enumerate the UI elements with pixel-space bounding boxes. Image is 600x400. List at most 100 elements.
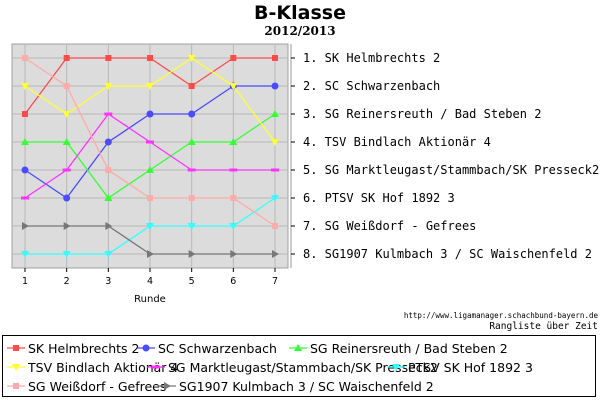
data-point (146, 140, 154, 144)
data-point (271, 82, 279, 90)
data-point (187, 55, 196, 62)
legend-item: SG Reinersreuth / Bad Steben 2 (289, 338, 508, 358)
x-axis-label: Runde (134, 294, 166, 305)
legend-label: SK Helmbrechts 2 (28, 340, 140, 356)
data-point (230, 195, 237, 201)
data-point (187, 138, 196, 145)
legend-item: SK Helmbrechts 2 (7, 338, 139, 358)
data-point (188, 195, 195, 201)
data-point (62, 251, 71, 258)
data-point (62, 168, 71, 172)
data-point (22, 55, 28, 61)
data-point (188, 83, 195, 89)
y-tick-label: 8. SG1907 Kulmbach 3 / SC Waischenfeld 2 (303, 247, 592, 261)
legend-marker (158, 382, 176, 390)
x-tick-label: 7 (272, 276, 278, 287)
chart-title: B-Klasse (254, 2, 346, 24)
legend-marker-shape (294, 344, 302, 351)
data-point (229, 83, 238, 90)
data-point (146, 223, 154, 230)
data-point (146, 83, 154, 90)
legend-item: SG Weißdorf - Gefrees (7, 376, 166, 396)
y-tick-label: 5. SG Marktleugast/Stammbach/SK Presseck… (303, 163, 599, 177)
data-point (21, 251, 29, 258)
data-point (63, 83, 70, 89)
data-point (63, 55, 70, 61)
legend-label: SG Marktleugast/Stammbach/SK Presseck2 (168, 359, 438, 375)
legend-marker-shape (164, 382, 171, 390)
y-tick-label: 6. PTSV SK Hof 1892 3 (303, 191, 455, 205)
legend-marker-shape (152, 365, 160, 369)
data-point (146, 110, 154, 118)
data-point (188, 250, 196, 258)
data-point (146, 166, 154, 173)
data-point (62, 111, 71, 118)
data-point (105, 167, 112, 173)
data-point (21, 138, 29, 145)
data-point (63, 222, 71, 230)
data-point (104, 251, 113, 258)
footer-label: Rangliste über Zeit (489, 321, 598, 332)
y-tick-label: 7. SG Weißdorf - Gefrees (303, 219, 476, 233)
legend-label: SG Reinersreuth / Bad Steben 2 (310, 340, 508, 356)
data-point (147, 55, 153, 61)
data-point (271, 110, 279, 117)
y-tick-label: 1. SK Helmbrechts 2 (303, 51, 440, 65)
legend-marker (137, 344, 155, 352)
data-point (230, 55, 237, 61)
legend-marker (7, 383, 25, 389)
x-tick-label: 5 (189, 276, 195, 287)
legend-label: PTSV SK Hof 1892 3 (408, 359, 533, 375)
legend-marker (147, 365, 165, 369)
x-tick-label: 1 (22, 276, 28, 287)
x-tick-label: 6 (230, 276, 236, 287)
legend-marker-shape (142, 344, 150, 352)
data-point (62, 138, 71, 145)
legend-label: SG1907 Kulmbach 3 / SC Waischenfeld 2 (179, 378, 434, 394)
legend-marker-shape (12, 364, 20, 371)
legend-item: SC Schwarzenbach (137, 338, 277, 358)
data-point (271, 168, 279, 172)
legend-item: PTSV SK Hof 1892 3 (387, 357, 533, 377)
data-point (21, 83, 29, 90)
legend-marker (7, 345, 25, 351)
data-point (21, 166, 29, 174)
legend-marker-shape (13, 345, 19, 351)
legend-marker (289, 344, 307, 351)
legend-item: SG Marktleugast/Stammbach/SK Presseck2 (147, 357, 438, 377)
data-point (272, 55, 278, 61)
data-point (229, 223, 238, 230)
data-point (104, 112, 113, 116)
data-point (271, 139, 279, 146)
legend-label: TSV Bindlach Aktionär 4 (28, 359, 179, 375)
data-point (230, 250, 238, 258)
legend-marker (7, 364, 25, 371)
y-tick-label: 4. TSV Bindlach Aktionär 4 (303, 135, 491, 149)
data-point (187, 223, 196, 230)
legend-item: SG1907 Kulmbach 3 / SC Waischenfeld 2 (158, 376, 434, 396)
legend-label: SG Weißdorf - Gefrees (28, 378, 167, 394)
legend-label: SC Schwarzenbach (158, 340, 277, 356)
data-point (105, 55, 112, 61)
legend-marker (387, 364, 405, 371)
y-tick-label: 3. SG Reinersreuth / Bad Steben 2 (303, 107, 541, 121)
data-point (147, 195, 153, 201)
data-point (105, 222, 113, 230)
data-point (271, 195, 279, 202)
legend-marker-shape (392, 364, 400, 371)
data-point (21, 196, 29, 200)
data-point (104, 138, 112, 146)
data-point (187, 168, 196, 172)
x-tick-label: 2 (64, 276, 70, 287)
legend-item: TSV Bindlach Aktionär 4 (7, 357, 178, 377)
source-url: http://www.ligamanager.schachbund-bayern… (403, 311, 598, 320)
data-point (104, 83, 113, 90)
data-point (22, 111, 28, 117)
data-point (104, 194, 113, 201)
rank-chart: 1 2 3 4 5 6 7 Runde 1. SK Helmbrechts 2 2. SC Sch… (11, 43, 599, 305)
data-point (22, 222, 29, 230)
y-tick-label: 2. SC Schwarzenbach (303, 79, 440, 93)
data-point (272, 223, 278, 229)
data-point (188, 110, 196, 118)
chart-subtitle: 2012/2013 (264, 24, 336, 38)
